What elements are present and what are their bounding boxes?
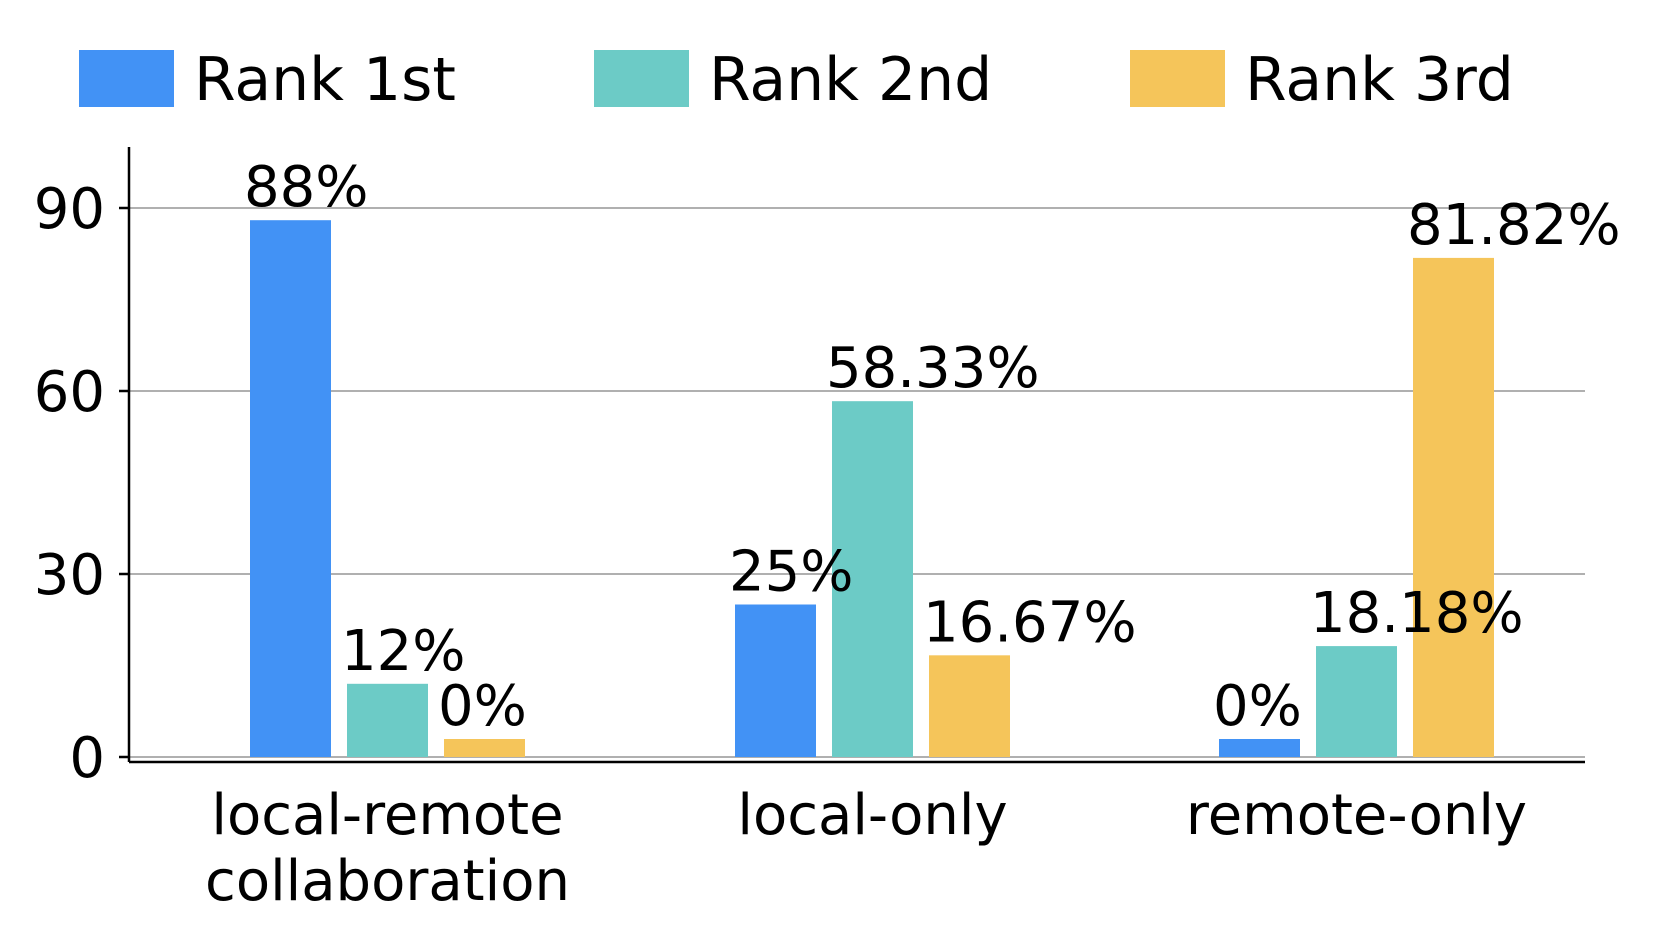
x-category-label: local-only: [737, 783, 1007, 848]
bar: [1316, 646, 1397, 757]
legend-swatch: [594, 50, 689, 107]
legend: Rank 1st Rank 2nd Rank 3rd: [79, 45, 1514, 115]
y-tick-label: 0: [69, 726, 105, 791]
legend-label: Rank 3rd: [1245, 45, 1514, 115]
data-label: 88%: [244, 155, 368, 220]
bar: [929, 655, 1010, 757]
bar: [832, 401, 913, 757]
y-tick-label: 60: [34, 360, 105, 425]
data-label: 18.18%: [1310, 581, 1524, 646]
data-label: 0%: [438, 674, 527, 739]
x-category-label: remote-only: [1186, 783, 1527, 848]
data-label: 81.82%: [1407, 193, 1621, 258]
y-tick-label: 90: [34, 177, 105, 242]
y-tick-label: 30: [34, 543, 105, 608]
axes: [127, 147, 1585, 764]
legend-swatch: [1130, 50, 1225, 107]
y-axis-ticks: 0 30 60 90: [34, 177, 129, 791]
bar: [1219, 739, 1300, 757]
legend-label: Rank 2nd: [709, 45, 992, 115]
legend-label: Rank 1st: [194, 45, 456, 115]
bar: [250, 220, 331, 757]
x-category-label: local-remote: [211, 783, 563, 848]
x-category-label: collaboration: [205, 849, 570, 914]
bar: [444, 739, 525, 757]
bar: [735, 604, 816, 757]
bar: [1413, 257, 1494, 757]
data-label: 0%: [1213, 674, 1302, 739]
data-label: 25%: [729, 540, 853, 605]
legend-swatch: [79, 50, 174, 107]
bars: [250, 220, 1494, 757]
data-label: 16.67%: [923, 590, 1137, 655]
data-label: 58.33%: [826, 336, 1040, 401]
bar: [347, 683, 428, 757]
data-labels: 88%25%0%12%58.33%18.18%0%16.67%81.82%: [244, 155, 1621, 739]
data-label: 12%: [341, 619, 465, 684]
